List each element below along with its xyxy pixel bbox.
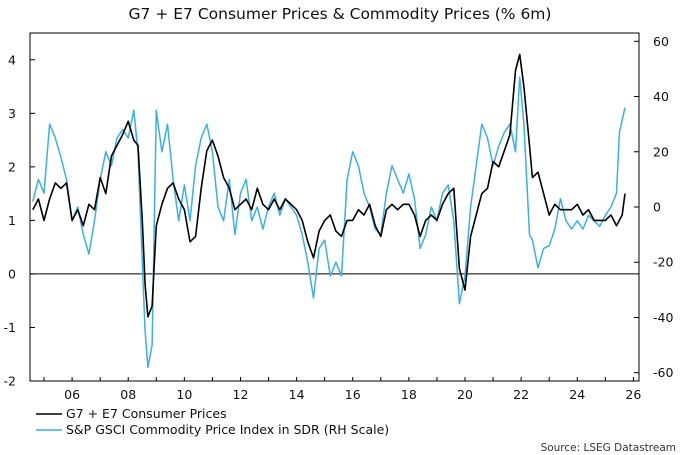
x-tick-label: 20 [457,387,473,402]
right-tick-label: 20 [653,144,669,159]
x-tick-label: 10 [176,387,192,402]
series-line-commodity [32,76,626,368]
source-note: Source: LSEG Datastream [541,442,676,454]
right-tick-label: -20 [653,255,673,270]
series-line-cpi [32,53,626,318]
left-tick-label: -2 [4,374,16,389]
right-tick-label: 40 [653,89,669,104]
x-tick-label: 08 [120,387,136,402]
left-tick-label: -1 [4,320,16,335]
right-tick-label: 60 [653,34,669,49]
x-tick-label: 26 [625,387,641,402]
left-tick-label: 2 [8,159,16,174]
x-tick-label: 12 [233,387,249,402]
legend-label-cpi: G7 + E7 Consumer Prices [66,406,227,421]
left-tick-label: 1 [8,213,16,228]
chart-title: G7 + E7 Consumer Prices & Commodity Pric… [129,5,552,23]
x-tick-label: 22 [513,387,529,402]
right-tick-label: 0 [653,200,661,215]
left-tick-label: 3 [8,106,16,121]
x-tick-label: 14 [289,387,305,402]
right-tick-label: -60 [653,365,673,380]
x-tick-label: 16 [345,387,361,402]
left-tick-label: 4 [8,52,16,67]
x-tick-label: 06 [64,387,80,402]
x-tick-label: 18 [401,387,417,402]
legend-label-commodity: S&P GSCI Commodity Price Index in SDR (R… [66,422,389,437]
x-tick-label: 24 [569,387,585,402]
series-layer [32,53,626,368]
legend: G7 + E7 Consumer Prices S&P GSCI Commodi… [36,406,389,437]
left-tick-label: 0 [8,266,16,281]
right-tick-label: -40 [653,310,673,325]
